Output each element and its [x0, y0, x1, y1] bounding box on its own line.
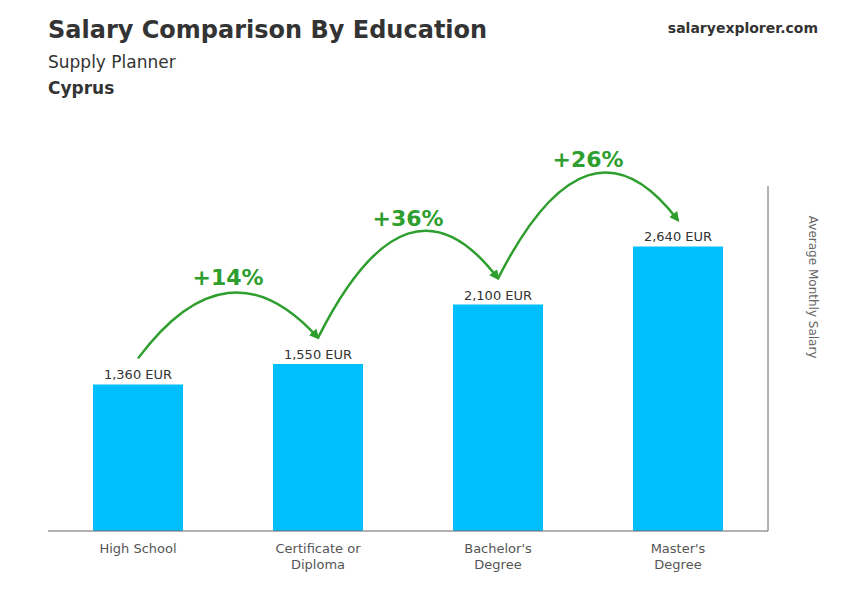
svg-text:+36%: +36%	[372, 206, 443, 231]
svg-text:Master'sDegree: Master'sDegree	[651, 541, 706, 572]
svg-text:1,550 EUR: 1,550 EUR	[284, 347, 352, 362]
svg-text:2,100 EUR: 2,100 EUR	[464, 288, 532, 303]
svg-text:2,640 EUR: 2,640 EUR	[644, 229, 712, 244]
svg-text:Average Monthly Salary: Average Monthly Salary	[806, 216, 820, 359]
svg-text:Certificate orDiploma: Certificate orDiploma	[276, 541, 362, 572]
svg-text:Bachelor'sDegree: Bachelor'sDegree	[464, 541, 532, 572]
html-text:Salary Comparison By Education: Salary Comparison By Education	[48, 16, 488, 44]
html-text:Supply Planner: Supply Planner	[48, 52, 176, 72]
svg-text:High School: High School	[99, 541, 176, 556]
svg-text:1,360 EUR: 1,360 EUR	[104, 367, 172, 382]
svg-text:+26%: +26%	[552, 147, 623, 172]
html-text:Cyprus: Cyprus	[48, 78, 115, 98]
html-text:salaryexplorer.com: salaryexplorer.com	[667, 20, 818, 36]
svg-text:+14%: +14%	[192, 265, 263, 290]
